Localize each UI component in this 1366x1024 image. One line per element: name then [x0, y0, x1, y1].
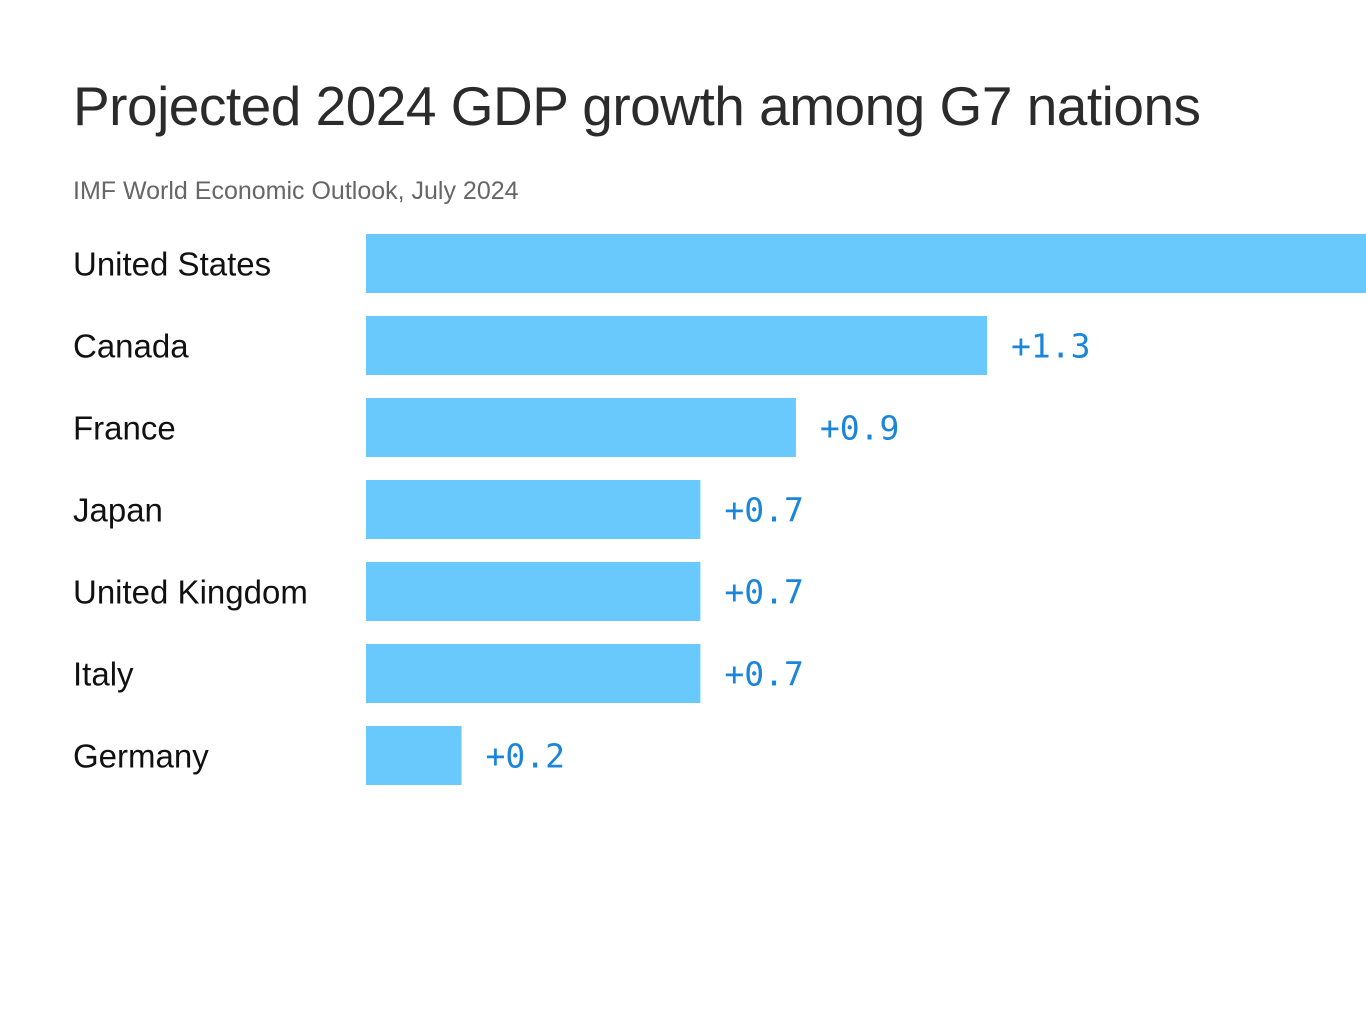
chart-title: Projected 2024 GDP growth among G7 natio… — [73, 75, 1201, 137]
data-label: +0.2 — [486, 737, 565, 776]
chart-subtitle: IMF World Economic Outlook, July 2024 — [73, 177, 519, 205]
category-label: United Kingdom — [73, 574, 308, 611]
bar — [366, 234, 1366, 293]
data-label: +0.7 — [724, 655, 803, 694]
category-label: Japan — [73, 492, 163, 529]
bar — [366, 398, 796, 457]
category-label: Canada — [73, 328, 189, 365]
bar — [366, 726, 462, 785]
category-label: United States — [73, 246, 271, 283]
data-label: +0.7 — [724, 491, 803, 530]
bar — [366, 644, 701, 703]
category-label: France — [73, 410, 176, 447]
bar — [366, 316, 988, 375]
bar — [366, 562, 701, 621]
data-label: +0.7 — [724, 573, 803, 612]
data-label: +0.9 — [820, 409, 899, 448]
data-label: +1.3 — [1011, 327, 1090, 366]
category-label: Italy — [73, 656, 134, 693]
bar — [366, 480, 701, 539]
category-label: Germany — [73, 738, 209, 775]
